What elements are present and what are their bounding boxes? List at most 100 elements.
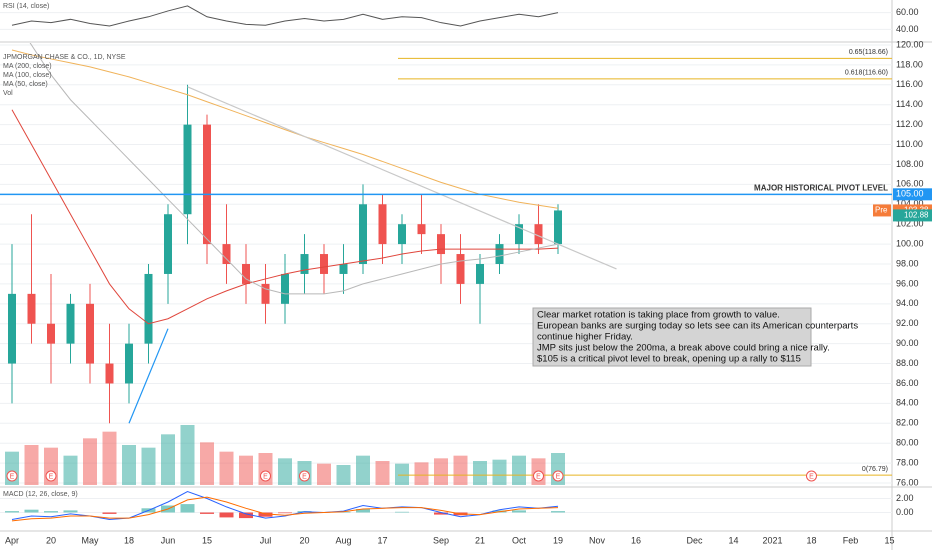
rsi-line — [11, 5, 559, 27]
prefix-label: Pre — [875, 206, 888, 215]
candle-body — [144, 273, 153, 344]
y-tick-label: 104.00 — [896, 199, 924, 209]
level-text: MAJOR HISTORICAL PIVOT LEVEL — [754, 183, 888, 192]
y-tick-label: 78.00 — [896, 457, 919, 467]
y-tick-label: 76.00 — [896, 477, 919, 487]
candle-body — [437, 234, 445, 255]
volume-bar — [83, 438, 97, 485]
x-tick-label: May — [81, 535, 99, 545]
x-tick-label: 15 — [884, 535, 894, 545]
y-tick-label: 80.00 — [896, 438, 919, 448]
y-tick-label: 0.00 — [896, 507, 914, 517]
candle-body — [242, 264, 250, 284]
candle-body — [222, 244, 231, 264]
x-tick-label: Jul — [260, 535, 272, 545]
x-tick-label: 17 — [377, 535, 387, 545]
price-tag — [893, 209, 932, 222]
candle-body — [66, 303, 75, 344]
candle-body — [534, 224, 543, 245]
candle-body — [300, 254, 309, 274]
x-tick-label: 21 — [475, 535, 485, 545]
macd-histogram — [551, 511, 565, 513]
macd-histogram — [356, 509, 370, 513]
volume-bar — [219, 451, 234, 485]
macd-histogram — [239, 512, 253, 519]
earnings-label: E — [809, 473, 814, 480]
volume-bar — [239, 455, 253, 485]
macd-histogram — [5, 511, 19, 513]
price-tag-label: 102.88 — [904, 211, 929, 220]
x-tick-label: Apr — [5, 535, 19, 545]
level-text: 0.65(118.66) — [849, 49, 888, 56]
chart-title: JPMORGAN CHASE & CO., 1D, NYSE — [3, 54, 126, 61]
volume-bar — [180, 425, 195, 485]
level-text: 0(76.79) — [862, 466, 888, 473]
y-tick-label: 92.00 — [896, 318, 919, 328]
candle-body — [456, 254, 465, 284]
candle-body — [359, 204, 367, 264]
candle-body — [105, 363, 114, 384]
x-tick-label: 20 — [46, 535, 56, 545]
annotation-text: continue higher Friday. — [537, 332, 633, 343]
x-tick-label: Dec — [686, 535, 703, 545]
volume-bar — [141, 447, 156, 485]
legend-entry: MA (50, close) — [3, 81, 48, 88]
candle-body — [183, 124, 192, 215]
macd-histogram — [278, 512, 292, 514]
ma-line — [29, 43, 559, 295]
price-tag-label: 105.00 — [896, 189, 924, 199]
y-tick-label: 102.00 — [896, 219, 924, 229]
macd-histogram — [434, 512, 448, 515]
volume-bar — [492, 459, 507, 485]
candle-body — [515, 224, 523, 245]
candle-body — [476, 264, 484, 284]
panel-title: MACD (12, 26, close, 9) — [3, 491, 78, 498]
candle-body — [417, 224, 426, 235]
y-tick-label: 100.00 — [896, 238, 924, 248]
x-tick-label: Oct — [512, 535, 527, 545]
y-tick-label: 116.00 — [896, 79, 923, 89]
volume-bar — [278, 458, 292, 485]
earnings-label: E — [556, 473, 561, 480]
earnings-marker — [45, 470, 57, 482]
ma-line — [11, 49, 559, 209]
x-tick-label: 20 — [299, 535, 309, 545]
price-tag — [893, 188, 932, 201]
legend-entry: MA (200, close) — [3, 63, 52, 70]
y-tick-label: 60.00 — [896, 7, 919, 17]
x-tick-label: Feb — [843, 535, 859, 545]
macd-line — [11, 496, 559, 522]
volume-bar — [336, 465, 351, 485]
annotation-text: European banks are surging today so lets… — [537, 321, 858, 332]
x-tick-label: 14 — [728, 535, 738, 545]
y-tick-label: 88.00 — [896, 358, 919, 368]
candle-body — [86, 303, 94, 364]
prefix-tag — [873, 204, 891, 217]
y-tick-label: 82.00 — [896, 418, 919, 428]
earnings-label: E — [536, 473, 541, 480]
volume-bar — [356, 455, 370, 485]
annotation-box — [532, 307, 812, 367]
earnings-label: E — [302, 473, 307, 480]
volume-bar — [473, 461, 487, 485]
candle-body — [378, 204, 387, 245]
y-tick-label: 90.00 — [896, 338, 919, 348]
y-tick-label: 2.00 — [896, 493, 914, 503]
volume-bar — [453, 455, 468, 485]
y-tick-label: 84.00 — [896, 398, 919, 408]
price-plot — [5, 43, 617, 485]
macd-histogram — [512, 510, 526, 513]
volume-bar — [24, 445, 39, 485]
macd-histogram — [24, 509, 39, 513]
annotation-text: Clear market rotation is taking place fr… — [537, 310, 780, 321]
volume-bar — [122, 445, 136, 485]
x-tick-label: 2021 — [762, 535, 782, 545]
earnings-marker — [260, 470, 271, 482]
annotation-text: JMP sits just below the 200ma, a break a… — [537, 343, 830, 354]
y-tick-label: 108.00 — [896, 159, 924, 169]
earnings-label: E — [10, 473, 15, 480]
volume-bar — [414, 462, 429, 485]
candle-body — [261, 283, 270, 304]
y-tick-label: 94.00 — [896, 298, 919, 308]
